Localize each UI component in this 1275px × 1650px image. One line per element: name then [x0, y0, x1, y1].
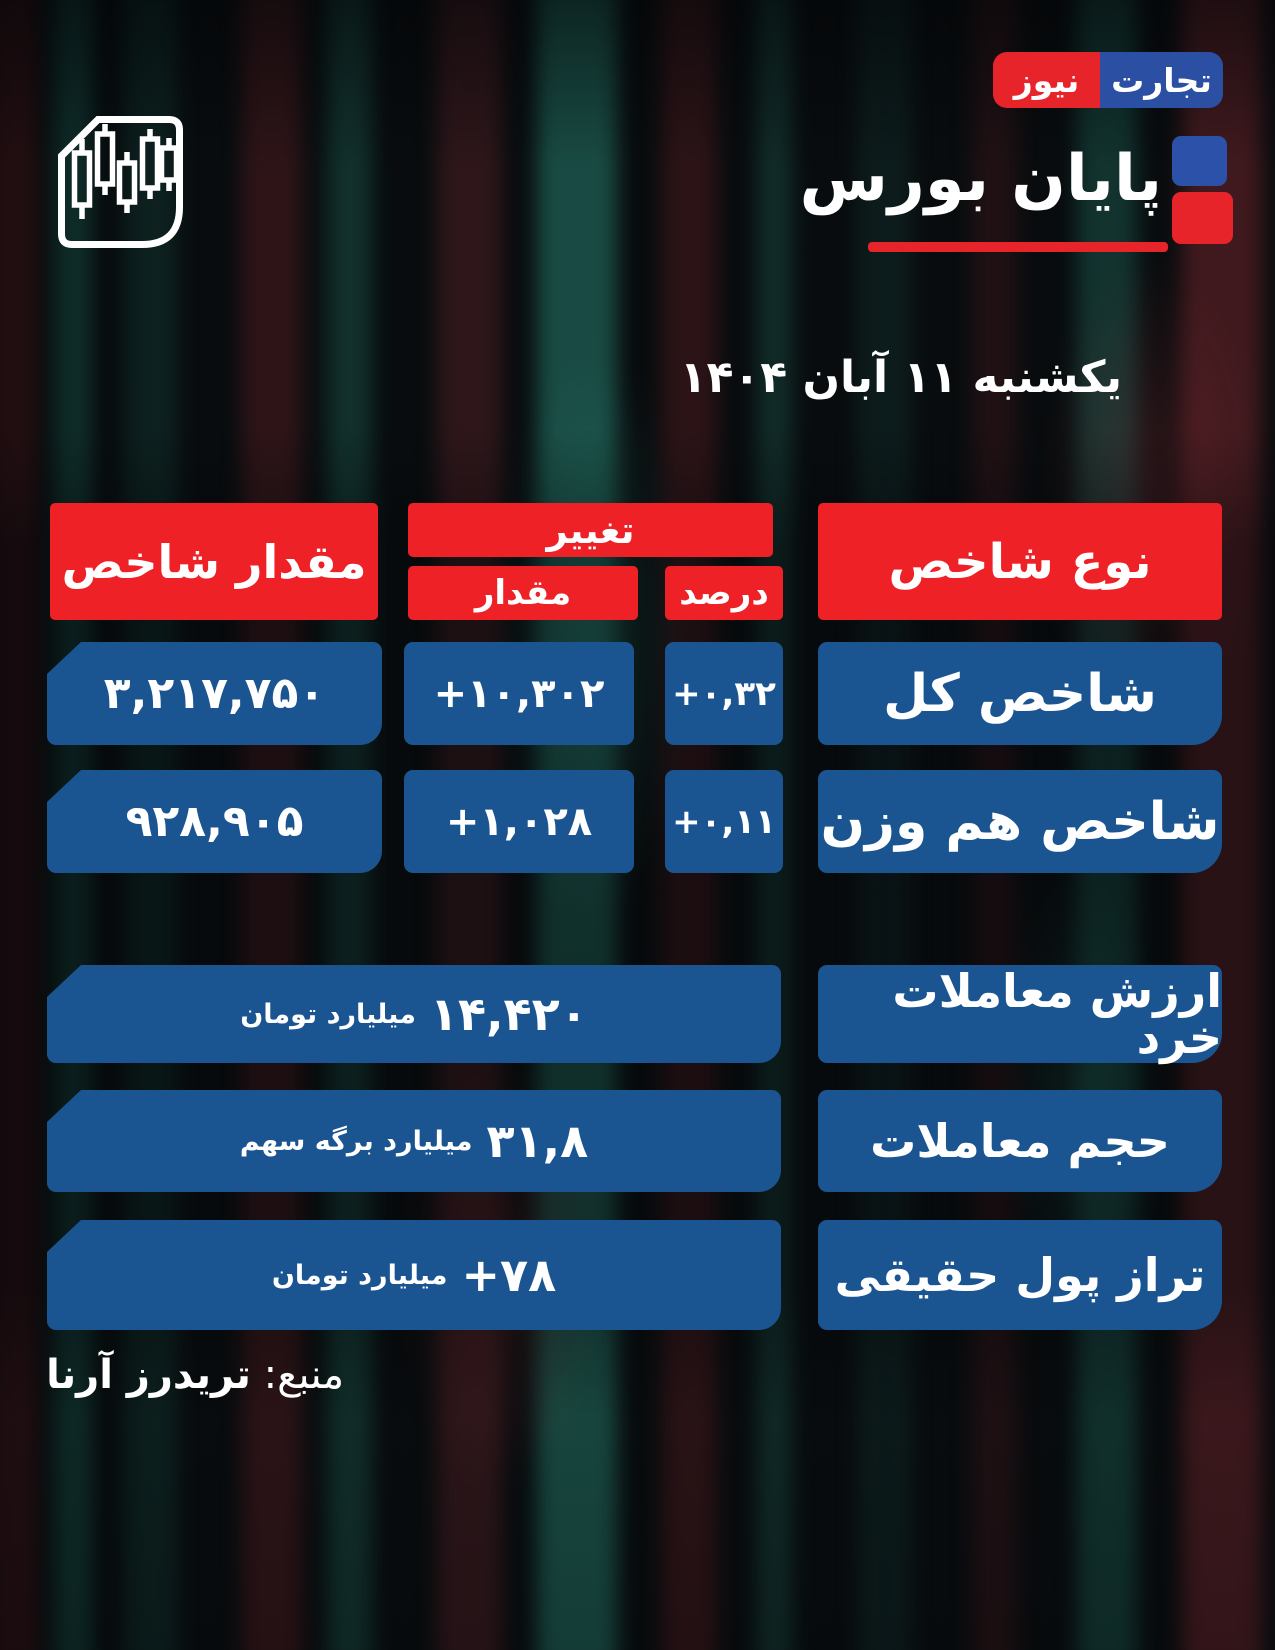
stat-unit: میلیارد تومان: [240, 998, 416, 1030]
stat-unit: میلیارد تومان: [271, 1259, 448, 1291]
header-index-type: نوع شاخص: [818, 503, 1222, 620]
row-total-index-percent: +۰,۳۲: [665, 642, 783, 745]
stat-unit: میلیارد برگه سهم: [239, 1125, 473, 1157]
stat-real-money-balance-value: +۷۸ میلیارد تومان: [47, 1220, 781, 1330]
row-equal-weight-percent: +۰,۱۱: [665, 770, 783, 873]
title-mark-red-square: [1172, 192, 1233, 244]
amount-value: +۱۰,۳۰۲: [433, 670, 605, 717]
title-underline: [868, 242, 1168, 252]
source-label: منبع:: [263, 1352, 344, 1398]
brand-tejarat-box: تجارت: [1100, 52, 1223, 108]
header-amount: مقدار: [408, 566, 638, 620]
header-percent: درصد: [665, 566, 783, 620]
stat-real-money-balance-label: تراز پول حقیقی: [818, 1220, 1222, 1330]
row-total-index-value: ۳,۲۱۷,۷۵۰: [47, 642, 382, 745]
source-text: منبع: تریدرز آرنا: [44, 1352, 344, 1398]
amount-value: +۱,۰۲۸: [445, 798, 593, 845]
row-total-index-amount: +۱۰,۳۰۲: [404, 642, 634, 745]
candlestick-logo-icon: [58, 116, 183, 252]
date-text: یکشنبه ۱۱ آبان ۱۴۰۴: [679, 352, 1122, 403]
header-index-value: مقدار شاخص: [50, 503, 378, 620]
stat-number: ۳۱,۸: [486, 1114, 589, 1168]
header-change: تغییر: [408, 503, 773, 557]
row-total-index-label: شاخص کل: [818, 642, 1222, 745]
row-equal-weight-label: شاخص هم وزن: [818, 770, 1222, 873]
page-title: پایان بورس: [799, 142, 1162, 216]
stat-number: +۷۸: [461, 1248, 557, 1302]
stat-number: ۱۴,۴۲۰: [429, 987, 588, 1041]
brand-news-box: نیوز: [993, 52, 1100, 108]
percent-value: +۰,۳۲: [672, 673, 776, 714]
source-name: تریدرز آرنا: [46, 1352, 251, 1398]
stat-trade-volume-label: حجم معاملات: [818, 1090, 1222, 1192]
stat-retail-trade-value-label: ارزش معاملات خرد: [818, 965, 1222, 1063]
row-equal-weight-amount: +۱,۰۲۸: [404, 770, 634, 873]
row-equal-weight-value: ۹۲۸,۹۰۵: [47, 770, 382, 873]
stat-retail-trade-value: ۱۴,۴۲۰ میلیارد تومان: [47, 965, 781, 1063]
percent-value: +۰,۱۱: [672, 801, 776, 842]
stat-trade-volume-value: ۳۱,۸ میلیارد برگه سهم: [47, 1090, 781, 1192]
brand-logo: نیوز تجارت: [993, 52, 1223, 108]
title-mark-blue-square: [1172, 136, 1227, 186]
